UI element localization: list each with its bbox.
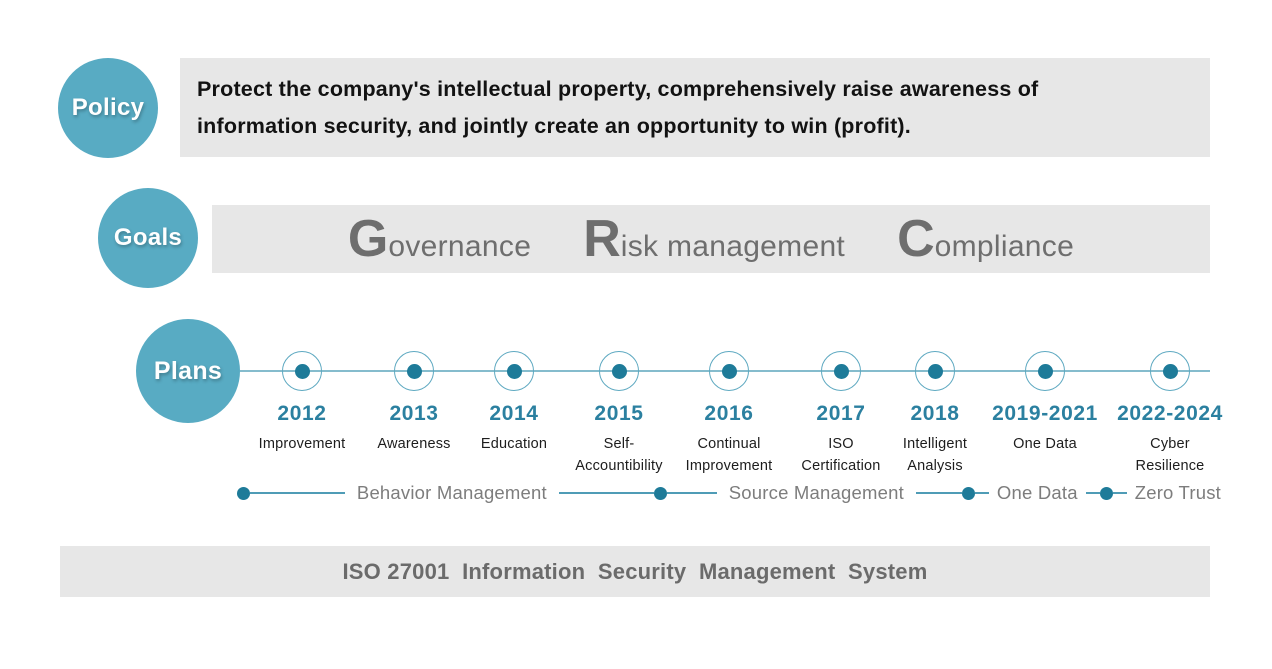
milestone-year: 2022-2024 xyxy=(1117,402,1223,425)
goal-initial: G xyxy=(347,210,389,268)
goal-rest: isk management xyxy=(620,230,846,263)
milestone-2014: 2014 Education xyxy=(481,402,547,455)
timeline-dot-icon xyxy=(721,363,737,379)
goals-bubble-label: Goals xyxy=(113,224,183,251)
timeline-dot-icon xyxy=(1162,363,1178,379)
milestone-label: One Data xyxy=(1013,436,1077,452)
milestone-year: 2017 xyxy=(816,402,866,425)
goal-initial: C xyxy=(897,210,935,268)
phase-dot-icon xyxy=(653,486,667,500)
timeline-dot-icon xyxy=(833,363,849,379)
phase-dot-icon xyxy=(237,486,250,500)
footer-bar: ISO 27001 Information Security Managemen… xyxy=(60,546,1210,597)
milestone-label: Intelligent Analysis xyxy=(902,436,968,474)
milestone-label: Improvement xyxy=(258,436,346,452)
milestone-2013: 2013 Awareness xyxy=(377,402,450,455)
phase-label-zero-trust: Zero Trust xyxy=(1134,482,1222,503)
timeline-dot-icon xyxy=(927,363,943,379)
timeline-dot-icon xyxy=(406,363,422,379)
milestone-label: Continual Improvement xyxy=(685,436,773,474)
phase-line xyxy=(250,492,345,494)
timeline-node-2019-2021 xyxy=(1025,351,1065,391)
phase-label-behavior-management: Behavior Management xyxy=(356,482,547,503)
milestone-year: 2016 xyxy=(704,402,754,425)
milestone-2018: 2018 Intelligent Analysis xyxy=(903,402,967,477)
timeline-dot-icon xyxy=(611,363,627,379)
milestone-label: ISO Certification xyxy=(801,436,881,474)
timeline-dot-icon xyxy=(506,363,522,379)
timeline-dot-icon xyxy=(294,363,310,379)
milestone-year: 2013 xyxy=(389,402,439,425)
goal-rest: overnance xyxy=(388,230,532,263)
phase-line xyxy=(666,492,717,494)
milestone-label: Awareness xyxy=(377,436,451,452)
milestone-2017: 2017 ISO Certification xyxy=(801,402,880,477)
milestone-label: Cyber Resilience xyxy=(1135,436,1205,474)
milestone-2015: 2015 Self- Accountibility xyxy=(575,402,662,477)
plans-bubble: Plans xyxy=(136,319,240,423)
milestone-year: 2015 xyxy=(594,402,644,425)
timeline-dot-icon xyxy=(1037,363,1053,379)
milestone-2016: 2016 Continual Improvement xyxy=(686,402,773,477)
milestone-2022-2024: 2022-2024 Cyber Resilience xyxy=(1117,402,1223,477)
timeline-node-2018 xyxy=(915,351,955,391)
phase-line xyxy=(974,492,989,494)
policy-statement-bar: Protect the company's intellectual prope… xyxy=(180,58,1210,157)
goal-rest: ompliance xyxy=(934,230,1075,263)
phase-label-one-data: One Data xyxy=(996,482,1078,503)
timeline-node-2013 xyxy=(394,351,434,391)
phase-line xyxy=(1112,492,1127,494)
timeline-node-2012 xyxy=(282,351,322,391)
phase-row: Behavior Management Source Management On… xyxy=(237,482,1229,503)
timeline-node-2022-2024 xyxy=(1150,351,1190,391)
milestone-2012: 2012 Improvement xyxy=(259,402,346,455)
timeline-node-2016 xyxy=(709,351,749,391)
timeline-node-2015 xyxy=(599,351,639,391)
goal-initial: R xyxy=(583,210,621,268)
timeline-node-2017 xyxy=(821,351,861,391)
milestone-2019-2021: 2019-2021 One Data xyxy=(992,402,1098,455)
milestone-year: 2014 xyxy=(489,402,539,425)
policy-statement-text: Protect the company's intellectual prope… xyxy=(197,76,1039,138)
phase-dot-icon xyxy=(1099,486,1113,500)
phase-line xyxy=(1085,492,1100,494)
milestone-label: Education xyxy=(480,436,548,452)
phase-line xyxy=(915,492,962,494)
policy-bubble: Policy xyxy=(58,58,158,158)
timeline-node-2014 xyxy=(494,351,534,391)
milestone-year: 2012 xyxy=(277,402,327,425)
phase-dot-icon xyxy=(961,486,975,500)
phase-label-source-management: Source Management xyxy=(728,482,904,503)
plans-bubble-label: Plans xyxy=(153,356,223,385)
milestone-year: 2018 xyxy=(910,402,960,425)
milestone-label: Self- Accountibility xyxy=(575,436,663,474)
phase-line xyxy=(558,492,654,494)
policy-bubble-label: Policy xyxy=(71,94,145,121)
goals-bubble: Goals xyxy=(98,188,198,288)
milestone-year: 2019-2021 xyxy=(992,402,1098,425)
footer-title: ISO 27001 Information Security Managemen… xyxy=(342,558,928,584)
